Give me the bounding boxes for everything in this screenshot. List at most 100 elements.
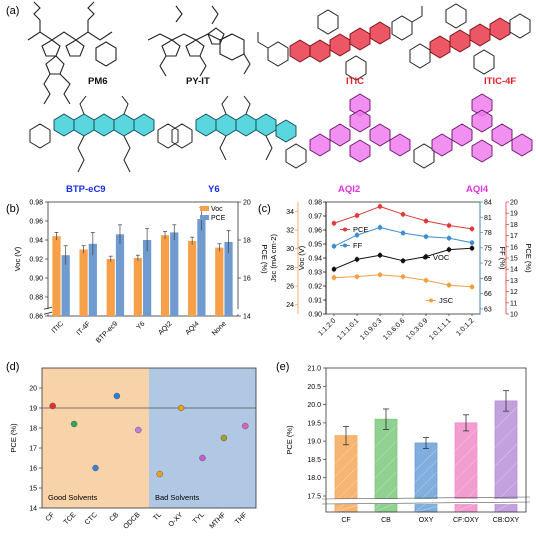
data-point-jsc [377,272,383,278]
bar-hatch [494,462,518,485]
itic-4f-side-groups [409,3,531,75]
x-tick-label: CB:OXY [493,517,520,524]
bar-pce [88,243,97,316]
y-tick-label: 12 [510,289,518,296]
data-point-pce [400,212,406,217]
y-tick-label: 81 [484,215,492,222]
y-tick-label: 32 [286,228,294,235]
data-point-voc [446,247,452,252]
panel-c: (c) 0.90 0.91 0.92 0.93 0.94 0.95 0.96 0.97 0.98… [258,200,533,342]
data-point-ff [423,234,429,239]
y-tick-label: 0.98 [308,200,322,207]
chart-b-content: 0.86 0.88 0.90 0.92 0.94 0.96 0.98 14 16 18 20 Voc … [13,200,269,345]
bar-hatch [334,466,358,490]
region-good-solvents [42,368,149,508]
legend-marker [343,227,347,232]
itic-side-groups [257,6,423,81]
y-tick-label: 72 [484,261,492,268]
y-tick-label: 20.5 [307,384,321,391]
data-point-pce [446,223,452,228]
bar-hatch [494,406,518,430]
data-point [49,402,56,410]
y-tick-label: 10 [510,312,518,319]
panel-label-d: (d) [6,361,19,373]
y-right-tick-label: 20 [243,200,251,207]
bar-hatch [374,425,398,448]
axis-break-mark [321,496,531,500]
legend-marker [423,255,427,260]
bar-hatch [334,505,358,513]
x-tick-label: 1:0.1:1.1 [428,317,452,341]
y-tick-label: 0.97 [308,214,322,221]
y-tick-label: 84 [484,200,492,207]
y-tick-label: 14 [29,506,37,513]
x-tick-label: BTP-ec9 [95,320,119,344]
x-tick-label: TL [152,511,163,522]
legend-marker [343,243,347,248]
y6-side-groups [171,95,273,161]
bar-voc [133,258,142,316]
x-tick-label: AQI2 [157,320,173,336]
x-tick-label: CF [341,517,350,524]
data-point-jsc [423,278,429,283]
bar-pce [115,234,125,316]
x-tick-label: 1:1:1:0:1 [336,317,360,341]
y-right-tick-label: 16 [243,276,251,283]
x-tick-label: OXY [419,517,434,524]
bar-hatch [454,458,478,481]
y-tick-label: 30 [286,246,294,253]
x-tick-label: CB [108,511,120,523]
x-tick-label: 1:0.9:0:3 [359,317,383,341]
mol-label-aqi2: AQI2 [338,184,360,195]
y-left-tick-label: 0.86 [29,314,43,321]
data-point [242,422,249,430]
data-point-ff [469,240,475,246]
data-point-pce [377,204,383,209]
y-tick-label: 75 [484,245,492,252]
mol-label-py-it: PY-IT [186,76,210,87]
btp-ec9-side-groups [29,95,179,173]
y-tick-label: 17 [510,233,518,240]
panel-label-b: (b) [6,203,19,215]
y-tick-label: 20 [510,200,518,207]
y-tick-label: 19 [29,406,37,413]
axis-break-gap [322,499,530,504]
y-tick-label: 11 [510,300,517,307]
y-tick-label: 18 [510,222,518,229]
y-tick-label: 78 [484,230,492,237]
mol-label-btp-ec9: BTP-eC9 [66,184,106,195]
bar-voc [106,259,115,316]
y-tick-label: 13 [510,278,518,285]
y-tick-label: 17.5 [307,494,321,501]
panel-d: (d) Good Solvents Bad Solvents 14 15 16 17 18 1… [6,361,257,531]
bar-hatch [374,471,398,494]
y-axis-label-right: PCE (%) [260,244,269,274]
x-tick-label: None [211,320,228,337]
y-tick-label: 18.0 [307,475,321,482]
y-axis-label-left: Voc (V) [13,246,22,271]
bar-pce [224,241,233,316]
axis-break-mark [43,306,53,310]
data-point-jsc [354,274,360,279]
bar-hatch [494,425,518,448]
bar-pce [61,255,70,316]
aqi4-structure [431,93,533,163]
data-point-ff [400,230,406,236]
bar-hatch [414,460,438,483]
region-bad-solvents [149,368,256,508]
x-tick-label: ODCB [122,511,141,530]
aqi2-side-groups [285,143,435,169]
y-tick-label: 19 [510,211,518,218]
legend-label: PCE [211,215,226,222]
panel-a: (a) PM6 PY-IT [6,1,533,195]
data-point-voc [331,266,337,272]
y-tick-label: 66 [484,291,492,298]
data-point-pce [469,226,475,232]
y-tick-label: 34 [286,209,294,216]
mol-label-pm6: PM6 [88,76,108,87]
y-tick-label: 63 [484,306,492,313]
y-left-tick-label: 0.94 [29,238,43,245]
bar-voc [160,235,170,316]
bar-hatch [454,502,478,513]
data-point [113,392,121,400]
